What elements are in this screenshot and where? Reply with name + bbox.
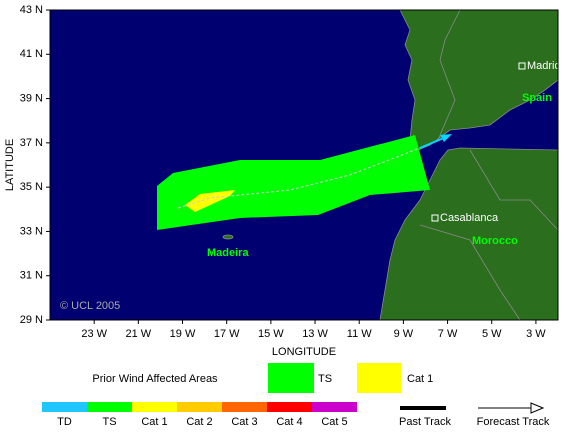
map-frame (49, 9, 559, 321)
y-axis-label: LATITUDE (4, 139, 16, 191)
x-tick-label: 17 W (214, 328, 240, 340)
ticks: 23 W 21 W 19 W 17 W 15 W 13 W 11 W 9 W 7 W 5 W 3 W… (20, 4, 547, 340)
place-label: Morocco (472, 235, 518, 247)
forecast-track (419, 136, 447, 149)
x-tick-label: 5 W (482, 328, 502, 340)
y-tick-label: 43 N (20, 4, 43, 16)
x-tick-label: 11 W (347, 328, 372, 340)
scale-label: TS (102, 416, 116, 428)
x-tick-label: 13 W (302, 328, 328, 340)
x-tick-label: 7 W (438, 328, 458, 340)
x-axis-label: LONGITUDE (272, 346, 336, 358)
x-tick-label: 19 W (170, 328, 196, 340)
x-tick-label: 15 W (258, 328, 284, 340)
y-tick-label: 39 N (20, 92, 43, 104)
ts-swath (157, 135, 430, 230)
city-marker (518, 62, 526, 70)
legend-label: TS (318, 373, 332, 385)
scale-segment (42, 402, 87, 412)
x-tick-label: 9 W (394, 328, 414, 340)
copyright: © UCL 2005 (60, 300, 120, 312)
scale-segment (312, 402, 357, 412)
scale-segment (177, 402, 222, 412)
scale-segment (267, 402, 312, 412)
y-tick-label: 37 N (20, 137, 43, 149)
scale-label: Cat 1 (141, 416, 167, 428)
scale-label: Cat 3 (231, 416, 257, 428)
land (222, 9, 559, 321)
legend-swatch (357, 363, 401, 393)
scale-segment (222, 402, 267, 412)
y-tick-label: 35 N (20, 181, 43, 193)
scale-label: Cat 2 (186, 416, 212, 428)
scale-label: Cat 5 (321, 416, 347, 428)
forecast-arrow-sample (530, 402, 545, 414)
x-tick-label: 23 W (81, 328, 107, 340)
place-label: Casablanca (440, 212, 499, 224)
y-tick-label: 31 N (20, 270, 43, 282)
legend-title: Prior Wind Affected Areas (92, 373, 218, 385)
scale-label: TD (57, 416, 72, 428)
place-label: Spain (522, 92, 552, 104)
forecast-arrow (440, 134, 452, 142)
y-tick-label: 29 N (20, 314, 43, 326)
x-tick-label: 3 W (526, 328, 546, 340)
scale-segment (87, 402, 132, 412)
scale-segment (132, 402, 177, 412)
city-marker (431, 214, 439, 222)
y-tick-label: 33 N (20, 225, 43, 237)
x-tick-label: 21 W (126, 328, 152, 340)
cat1-swath (185, 190, 235, 212)
scale-label: Cat 4 (276, 416, 302, 428)
place-label: Madrid (527, 60, 561, 72)
legend-swatch (268, 363, 314, 393)
legend-label: Forecast Track (477, 416, 550, 428)
legend-label: Cat 1 (407, 373, 433, 385)
category-scale: TD TS Cat 1 Cat 2 Cat 3 Cat 4 Cat 5 (42, 402, 357, 428)
y-tick-label: 41 N (20, 48, 43, 60)
legend-label: Past Track (399, 416, 451, 428)
past-track (177, 147, 421, 209)
place-label: Madeira (207, 247, 249, 259)
